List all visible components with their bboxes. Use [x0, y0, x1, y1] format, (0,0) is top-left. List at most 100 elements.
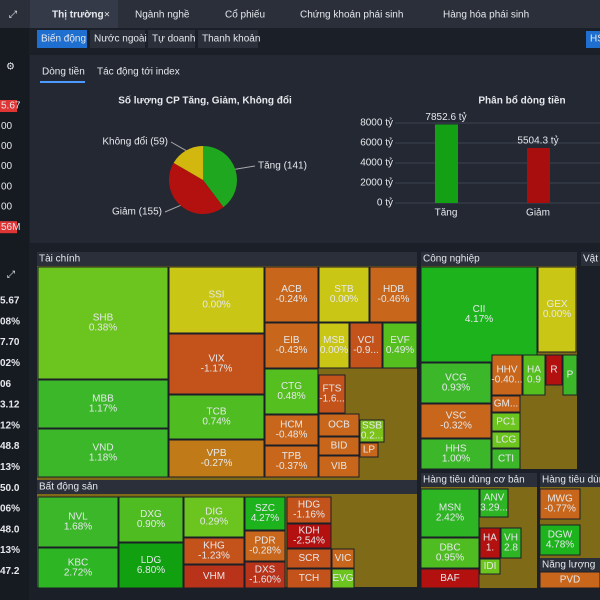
- tile-name: BAF: [440, 573, 459, 584]
- tile-name: SHB: [93, 313, 114, 324]
- top-tab[interactable]: Thị trường: [52, 10, 104, 21]
- chart-panel: [30, 55, 600, 243]
- sidebar-value: 5.67: [1, 101, 21, 112]
- sidebar-value: 00: [1, 181, 13, 192]
- sidebar-value: 7.70: [0, 337, 20, 348]
- tile-change: 0.95%: [436, 553, 464, 564]
- tile-name: R: [550, 365, 557, 376]
- tile-change: 0.29%: [200, 517, 228, 528]
- tile-name: HHV: [496, 365, 517, 376]
- sector-name: Bất động sản: [39, 481, 98, 493]
- top-tab[interactable]: Cổ phiếu: [225, 9, 265, 21]
- sub-tab[interactable]: Tự doanh: [152, 34, 195, 45]
- tile-change: -0.28%: [249, 546, 281, 557]
- sidebar-value: 06%: [0, 504, 20, 515]
- tile: [318, 322, 350, 369]
- expand-icon[interactable]: ⤢: [9, 10, 17, 21]
- tile-change: -1.60%: [249, 575, 281, 586]
- close-icon[interactable]: ×: [104, 10, 110, 21]
- tile-name: TPB: [282, 451, 302, 462]
- tile-change: -0.48%: [276, 430, 308, 441]
- tile-name: GM...: [494, 399, 518, 410]
- sub-tab[interactable]: Nước ngoài: [94, 34, 147, 45]
- tile: [318, 436, 360, 456]
- tile-change: 0.9: [527, 375, 541, 386]
- tile-name: VSC: [446, 411, 467, 422]
- tile-name: OCB: [328, 420, 350, 431]
- tile-name: ANV: [484, 493, 505, 504]
- tile: [264, 445, 319, 478]
- tile: [244, 530, 286, 562]
- sidebar-value: 47.2: [0, 566, 20, 577]
- tile: [562, 354, 578, 396]
- panel-tab[interactable]: Dòng tiền: [42, 66, 85, 78]
- tile-change: 1.00%: [442, 454, 470, 465]
- tile-name: PDR: [254, 536, 275, 547]
- hs-label[interactable]: HS: [590, 34, 600, 45]
- tile-change: 0.38%: [89, 323, 117, 334]
- sub-tab-bg[interactable]: [148, 30, 195, 48]
- tile-change: -0.27%: [201, 458, 233, 469]
- tile-name: MSN: [439, 503, 461, 514]
- sub-tab-bg[interactable]: [37, 30, 87, 48]
- tile-change: -0.46%: [378, 294, 410, 305]
- sub-tab-bg[interactable]: [90, 30, 145, 48]
- expand-icon[interactable]: ⤢: [7, 270, 15, 281]
- pie-label: Tăng (141): [258, 161, 307, 172]
- hs-button[interactable]: [586, 31, 600, 48]
- pie-label: Không đổi (59): [102, 136, 168, 148]
- tile-name: GEX: [546, 299, 567, 310]
- sector-header: [37, 480, 417, 494]
- tile-change: 2.72%: [64, 568, 92, 579]
- tile: [168, 394, 265, 440]
- tile-change: -0.37%: [276, 461, 308, 472]
- tile: [118, 542, 184, 589]
- sub-tab[interactable]: Biến động: [41, 33, 86, 45]
- tile-name: TCH: [299, 573, 320, 584]
- x-tick-label: Tăng: [435, 208, 458, 219]
- sidebar-value: 56M: [1, 222, 20, 233]
- tile-name: FTS: [323, 384, 342, 395]
- tile-change: -1.23%: [198, 551, 230, 562]
- top-tab[interactable]: Ngành nghề: [135, 9, 190, 21]
- pie-slice: [169, 162, 224, 214]
- sub-tab-bg[interactable]: [198, 30, 258, 48]
- tile-change: 4.17%: [465, 314, 493, 325]
- y-tick-label: 2000 tỷ: [360, 177, 393, 189]
- settings-icon[interactable]: ⚙: [6, 62, 15, 73]
- sidebar-value: 48.0: [0, 524, 20, 535]
- tile-change: -0.32%: [440, 421, 472, 432]
- pie-slice: [173, 146, 203, 180]
- tile-change: 0.2...: [361, 431, 383, 442]
- tile: [264, 322, 319, 369]
- top-tab[interactable]: Chứng khoán phái sinh: [300, 10, 403, 21]
- tile-change: 0.00%: [202, 300, 230, 311]
- sector-header: [581, 252, 600, 266]
- tile-name: HA: [483, 533, 497, 544]
- tile: [168, 266, 265, 334]
- tile: [420, 362, 492, 404]
- tile-name: PC1: [496, 417, 516, 428]
- tile-name: SCR: [298, 553, 319, 564]
- sub-tab[interactable]: Thanh khoản: [202, 34, 260, 45]
- tile-name: SSB: [362, 421, 382, 432]
- tile-change: -0.43%: [276, 345, 308, 356]
- tile: [500, 527, 522, 559]
- top-tab[interactable]: Hàng hóa phái sinh: [443, 10, 529, 21]
- tile-name: HA: [527, 365, 541, 376]
- tile: [318, 266, 370, 323]
- sidebar-value: 13%: [0, 545, 20, 556]
- tile-name: MBB: [92, 394, 114, 405]
- panel-tab[interactable]: Tác động tới index: [97, 67, 180, 78]
- tile-name: PVD: [560, 575, 581, 586]
- tile: [318, 374, 346, 414]
- badge: [0, 221, 17, 234]
- tile: [37, 266, 169, 380]
- tile: [264, 266, 319, 323]
- tile-name: SZC: [255, 503, 275, 514]
- sector-name: Tài chính: [39, 254, 80, 265]
- tile: [37, 379, 169, 429]
- pie-leader: [235, 165, 256, 170]
- tile-name: DIG: [205, 507, 223, 518]
- tile-change: -0.9...: [353, 345, 379, 356]
